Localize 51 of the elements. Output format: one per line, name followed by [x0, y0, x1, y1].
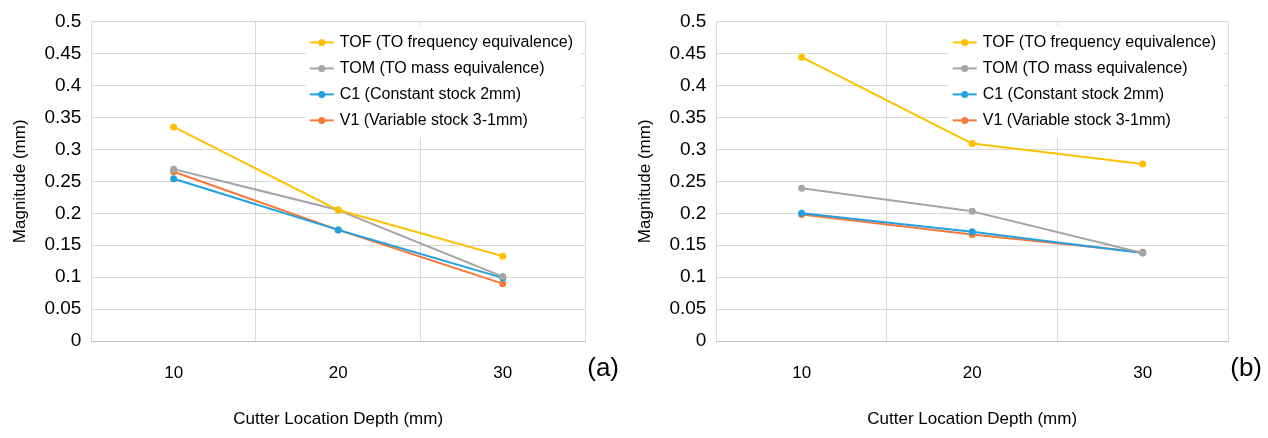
- y-tick-label: 0.35: [44, 105, 82, 127]
- y-tick-label: 0.5: [679, 9, 707, 31]
- y-tick-label: 0: [695, 329, 707, 351]
- legend-label: TOF (TO frequency equivalence): [982, 32, 1217, 50]
- y-tick-label: 0.2: [679, 201, 707, 223]
- x-tick-label: 10: [164, 363, 184, 383]
- y-tick-label: 0.3: [54, 137, 82, 159]
- x-tick-label: 10: [792, 363, 812, 383]
- y-tick-label: 0.25: [669, 169, 707, 191]
- y-tick-label: 0.1: [54, 265, 82, 287]
- y-tick-label: 0.15: [669, 233, 707, 255]
- text: (a): [587, 352, 619, 383]
- point: [170, 175, 178, 183]
- y-axis-title: Magnitude (mm): [9, 119, 29, 244]
- text: (b): [1230, 352, 1262, 383]
- x-tick-label: 20: [328, 363, 348, 383]
- y-tick-label: 0.45: [44, 41, 82, 63]
- legend-label: V1 (Variable stock 3-1mm): [339, 110, 528, 128]
- point: [1139, 160, 1147, 168]
- x-tick-label: 30: [1133, 363, 1153, 383]
- point: [968, 140, 976, 148]
- y-tick-label: 0.2: [54, 201, 82, 223]
- legend-label: V1 (Variable stock 3-1mm): [982, 110, 1171, 128]
- y-tick-label: 0: [70, 329, 82, 351]
- y-tick-label: 0.05: [44, 297, 82, 319]
- legend-label: C1 (Constant stock 2mm): [339, 84, 522, 102]
- point: [499, 252, 507, 260]
- point: [499, 280, 507, 288]
- y-axis-title: Magnitude (mm): [634, 119, 654, 244]
- legend-label: TOM (TO mass equivalence): [982, 58, 1188, 76]
- y-tick-label: 0.4: [679, 73, 707, 95]
- point: [968, 207, 976, 215]
- y-tick-label: 0.3: [679, 137, 707, 159]
- legend-label: TOM (TO mass equivalence): [339, 58, 545, 76]
- y-tick-label: 0.25: [44, 169, 82, 191]
- point: [170, 123, 178, 131]
- y-tick-label: 0.45: [669, 41, 707, 63]
- y-tick-label: 0.4: [54, 73, 82, 95]
- x-tick-label: 20: [962, 363, 982, 383]
- y-tick-label: 0.15: [44, 233, 82, 255]
- y-tick-label: 0.1: [679, 265, 707, 287]
- point: [798, 184, 806, 192]
- x-axis-title: Cutter Location Depth (mm): [233, 409, 444, 429]
- x-axis-title: Cutter Location Depth (mm): [867, 409, 1078, 429]
- legend-label: C1 (Constant stock 2mm): [982, 84, 1165, 102]
- y-tick-label: 0.05: [669, 297, 707, 319]
- x-tick-label: 30: [493, 363, 513, 383]
- y-tick-label: 0.35: [669, 105, 707, 127]
- legend-label: TOF (TO frequency equivalence): [339, 32, 574, 50]
- y-tick-label: 0.5: [54, 9, 82, 31]
- point: [798, 53, 806, 61]
